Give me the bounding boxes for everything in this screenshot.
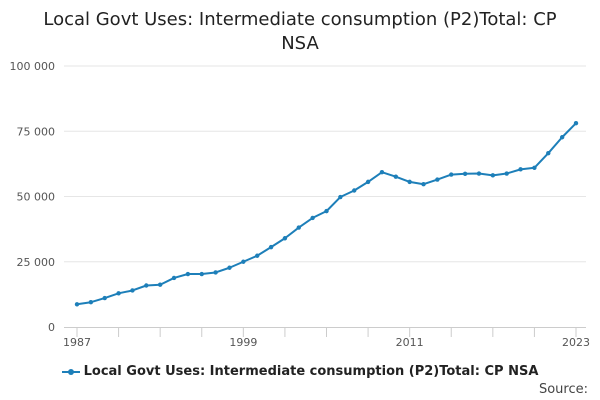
data-point — [352, 188, 357, 193]
chart-title: Local Govt Uses: Intermediate consumptio… — [43, 9, 557, 54]
data-point — [74, 302, 80, 307]
data-point — [185, 271, 191, 277]
data-point — [435, 177, 440, 182]
data-point — [573, 120, 579, 126]
data-point — [296, 225, 301, 230]
data-point — [199, 271, 204, 277]
data-point — [157, 282, 163, 287]
data-point — [227, 265, 232, 270]
data-point — [462, 171, 468, 176]
y-axis: 0 25 000 50 000 75 000 100 000 — [10, 60, 56, 334]
legend-marker-icon — [61, 368, 80, 375]
data-point — [213, 270, 218, 275]
data-point — [241, 259, 246, 264]
data-point — [282, 236, 288, 241]
y-tick-label: 75 000 — [17, 125, 56, 138]
data-point — [338, 194, 343, 200]
data-point — [116, 291, 121, 296]
x-tick-label: 2023 — [562, 336, 590, 349]
data-point — [171, 275, 177, 281]
data-point — [254, 253, 260, 258]
data-point — [310, 215, 315, 221]
data-point — [518, 167, 523, 172]
data-point — [504, 171, 509, 176]
y-tick-label: 100 000 — [10, 60, 56, 73]
x-tick-label: 2011 — [396, 336, 424, 349]
data-point — [546, 150, 551, 156]
data-point — [88, 300, 94, 305]
data-point — [268, 244, 274, 250]
x-axis: 1987 1999 2011 2023 — [63, 327, 590, 349]
data-point — [102, 295, 107, 301]
legend-label: Local Govt Uses: Intermediate consumptio… — [83, 364, 539, 379]
data-point — [407, 179, 412, 185]
y-tick-label: 0 — [48, 321, 55, 334]
data-point — [559, 135, 565, 140]
legend: Local Govt Uses: Intermediate consumptio… — [0, 364, 600, 379]
grid-lines — [64, 65, 586, 263]
x-tick-label: 1999 — [229, 336, 257, 349]
source-label: Source: — [538, 382, 588, 397]
data-point — [365, 179, 371, 185]
data-point — [324, 208, 329, 214]
y-tick-label: 25 000 — [17, 256, 56, 269]
data-point — [449, 172, 454, 177]
data-point — [144, 283, 149, 288]
data-point — [490, 173, 496, 178]
data-point — [532, 165, 537, 170]
data-point — [421, 182, 426, 187]
y-tick-label: 50 000 — [17, 191, 56, 204]
x-tick-label: 1987 — [63, 336, 91, 349]
data-point — [476, 171, 482, 176]
series-line — [76, 122, 577, 306]
data-point — [393, 174, 399, 179]
series-layer — [74, 120, 579, 307]
data-point — [130, 288, 135, 293]
data-point — [379, 170, 385, 175]
